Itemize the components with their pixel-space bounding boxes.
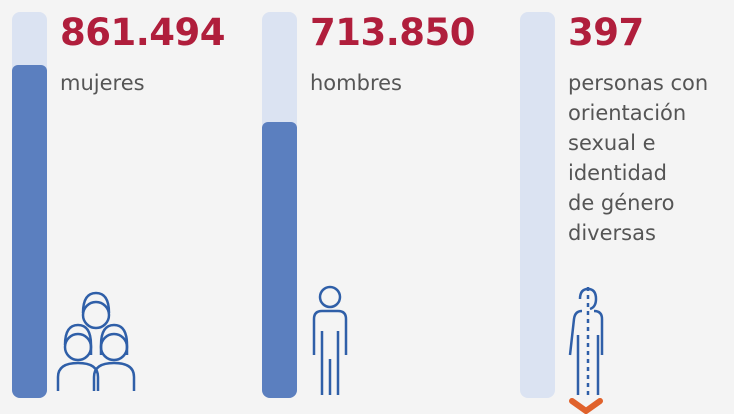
value-label: 713.850 (310, 11, 476, 54)
category-label: personas con orientación sexual e identi… (568, 71, 709, 245)
value-label: 861.494 (60, 11, 226, 54)
women-icon (56, 291, 136, 391)
diverse-icon (568, 287, 604, 395)
category-label: mujeres (60, 71, 145, 95)
value-label: 397 (568, 11, 644, 54)
bar-track (520, 12, 555, 398)
bar-track (12, 12, 47, 398)
category-label: hombres (310, 71, 402, 95)
bar (262, 122, 297, 398)
bar (12, 65, 47, 398)
man-icon (312, 285, 348, 395)
bar-track (262, 12, 297, 398)
scroll-chevron[interactable] (568, 398, 604, 414)
